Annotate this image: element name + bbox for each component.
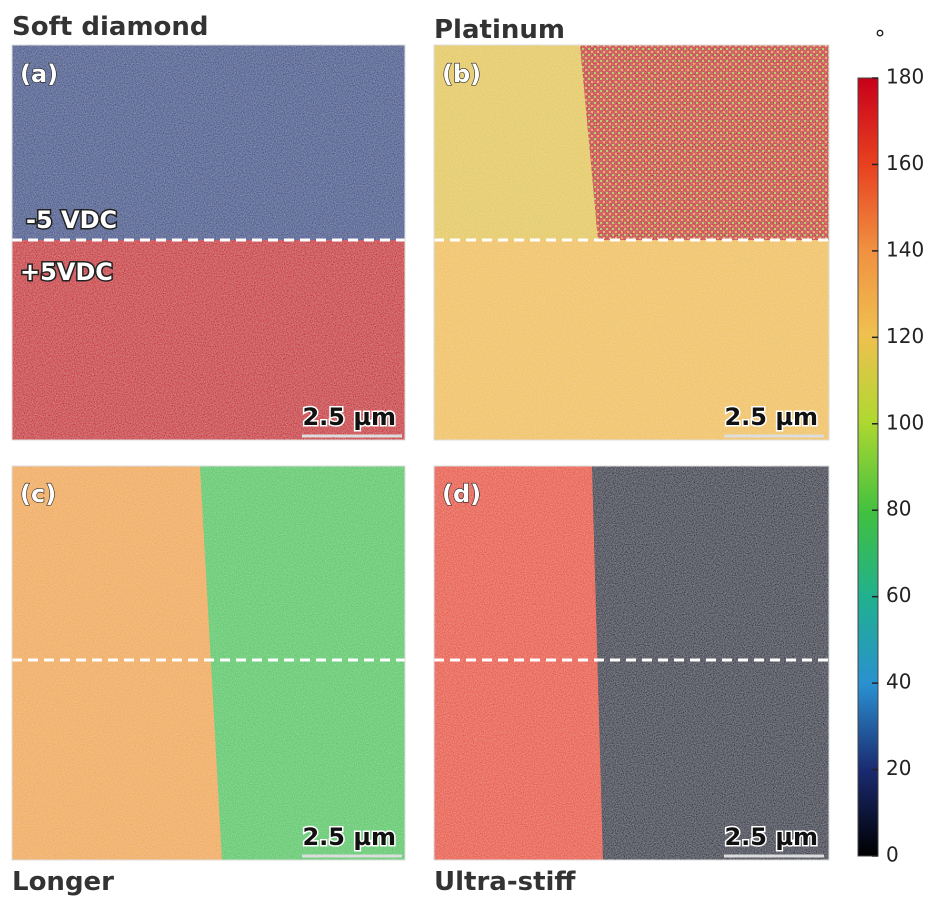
panel-title: Soft diamond xyxy=(12,12,209,42)
panel-label: (c) xyxy=(20,480,56,508)
panel-label: (d) xyxy=(442,480,481,508)
annotation: -5 VDC xyxy=(26,206,117,234)
scale-bar-label: 2.5 µm xyxy=(302,403,396,431)
panel-c xyxy=(12,466,405,860)
colorbar xyxy=(858,78,878,856)
panel-title: Longer xyxy=(12,867,114,897)
tick-label: 0 xyxy=(886,843,899,867)
colorbar-ticks: 0 20 40 60 80 100 120 140 160 180 xyxy=(872,65,924,867)
tick-label: 80 xyxy=(886,497,911,521)
panel-label: (a) xyxy=(20,60,58,88)
panel-title: Ultra-stiff xyxy=(434,867,576,897)
tick-label: 40 xyxy=(886,670,911,694)
scale-bar-label: 2.5 µm xyxy=(724,823,818,851)
region xyxy=(12,466,222,860)
tick-label: 160 xyxy=(886,151,924,175)
tick-label: 60 xyxy=(886,583,911,607)
tick-label: 20 xyxy=(886,756,911,780)
tick-label: 140 xyxy=(886,237,924,261)
scale-bar-label: 2.5 µm xyxy=(302,823,396,851)
figure: Soft diamond Platinum Longer Ultra-stiff… xyxy=(0,0,930,898)
panel-a xyxy=(12,45,405,440)
scale-bar-label: 2.5 µm xyxy=(724,403,818,431)
tick-label: 100 xyxy=(886,410,924,434)
region xyxy=(434,466,603,860)
panel-b xyxy=(434,45,829,440)
colorbar-unit: ° xyxy=(875,27,886,52)
annotation: +5VDC xyxy=(20,258,113,286)
panel-title: Platinum xyxy=(434,15,565,45)
panel-label: (b) xyxy=(442,60,481,88)
tick-label: 180 xyxy=(886,65,924,89)
panel-d xyxy=(434,466,829,860)
tick-label: 120 xyxy=(886,324,924,348)
